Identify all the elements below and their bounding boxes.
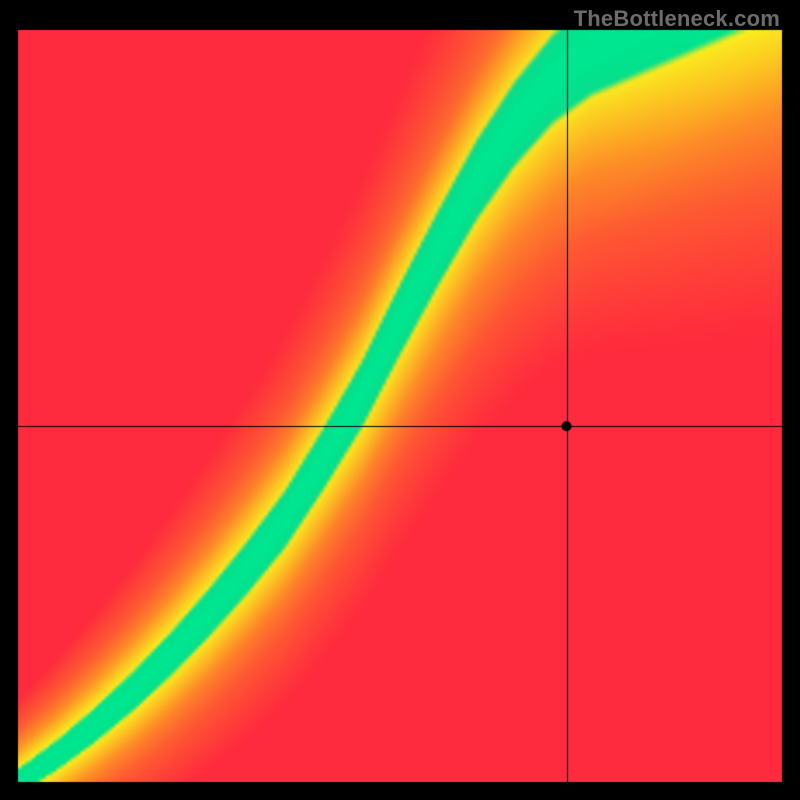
bottleneck-heatmap	[0, 0, 800, 800]
watermark-text: TheBottleneck.com	[574, 6, 780, 32]
chart-container: TheBottleneck.com	[0, 0, 800, 800]
